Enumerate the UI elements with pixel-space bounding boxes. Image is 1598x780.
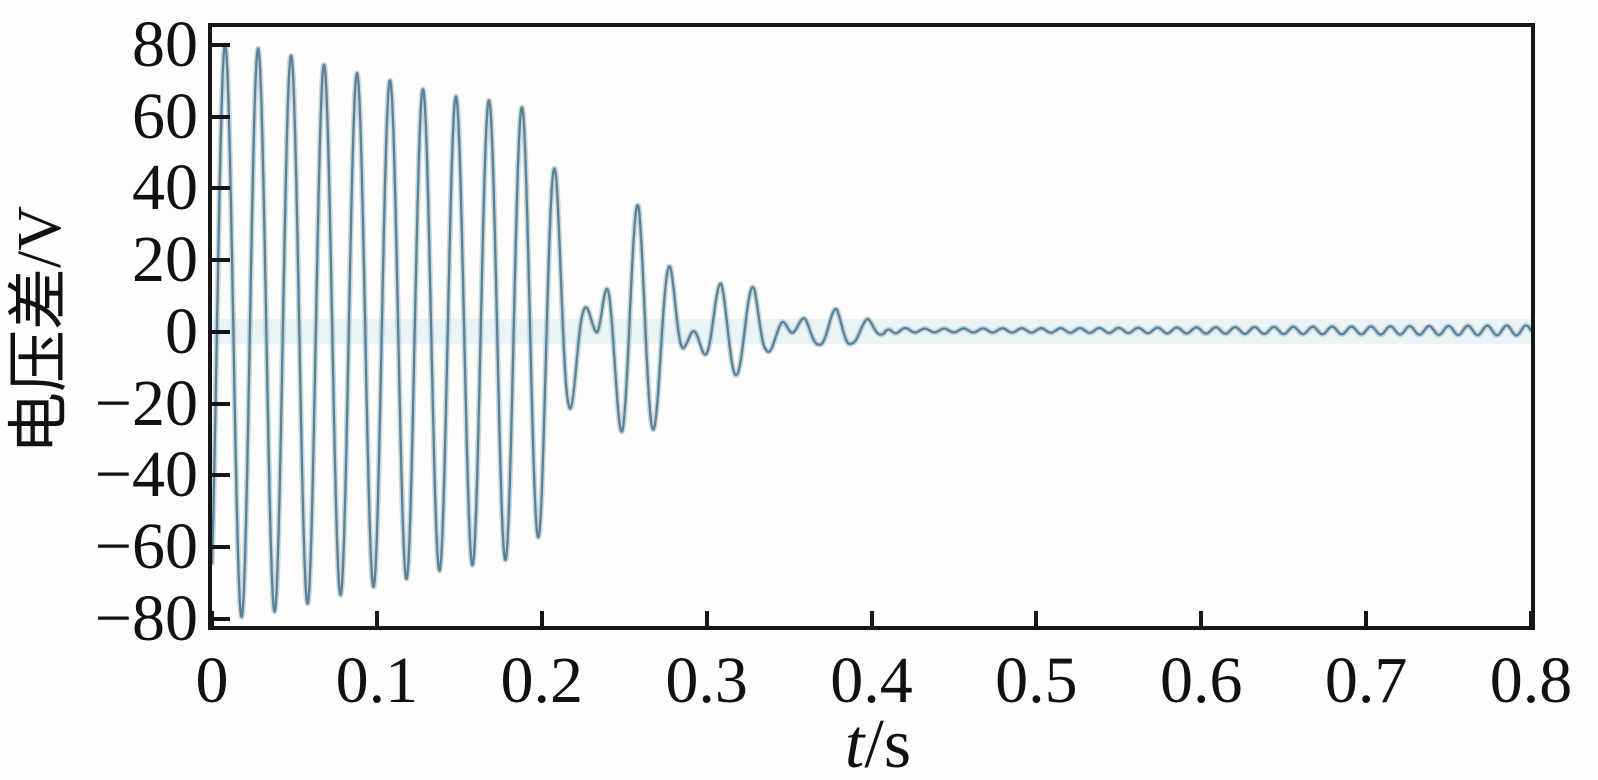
x-tick-mark [539,611,544,626]
x-tick-mark [1199,611,1204,626]
x-tick-label: 0.3 [665,644,748,717]
x-tick-label: 0.4 [830,644,913,717]
waveform-svg [212,42,1531,620]
y-tick-mark [212,186,230,191]
y-tick-mark [212,258,230,263]
plot-area [208,23,1535,630]
x-axis-title: t/s [845,710,911,780]
x-axis-unit: /s [864,706,912,780]
y-tick-label: 0 [165,294,198,368]
x-tick-label: 0.1 [335,644,419,717]
x-tick-label: 0.5 [995,644,1078,717]
plot-inner [210,27,1533,626]
y-tick-mark [212,114,230,119]
y-tick-label: 40 [132,151,198,225]
x-tick-label: 0.8 [1489,644,1573,717]
y-axis-title: 电压差/V [6,205,74,455]
y-tick-mark [212,329,230,334]
x-tick-label: 0 [195,644,229,717]
x-tick-label: 0.2 [500,644,584,717]
x-tick-mark [1364,611,1369,626]
y-tick-mark [212,401,230,406]
waveform-line [212,43,1531,619]
x-tick-mark [374,611,379,626]
y-tick-label: 80 [132,7,198,81]
x-axis-variable: t [844,706,865,780]
x-tick-label: 0.7 [1324,644,1408,717]
y-tick-label: −60 [94,510,198,584]
y-tick-mark [212,473,230,478]
y-tick-mark [212,616,230,621]
x-tick-mark [704,611,709,626]
y-tick-mark [212,545,230,550]
y-tick-label: −40 [94,438,198,512]
x-tick-label: 0.6 [1160,644,1243,717]
y-tick-label: 60 [132,79,198,153]
x-tick-mark [1529,611,1533,626]
y-tick-label: −80 [94,581,198,655]
y-tick-label: 20 [132,223,198,297]
x-tick-mark [869,611,874,626]
y-tick-mark [212,42,230,47]
y-tick-label: −20 [94,366,198,440]
x-tick-mark [1034,611,1039,626]
